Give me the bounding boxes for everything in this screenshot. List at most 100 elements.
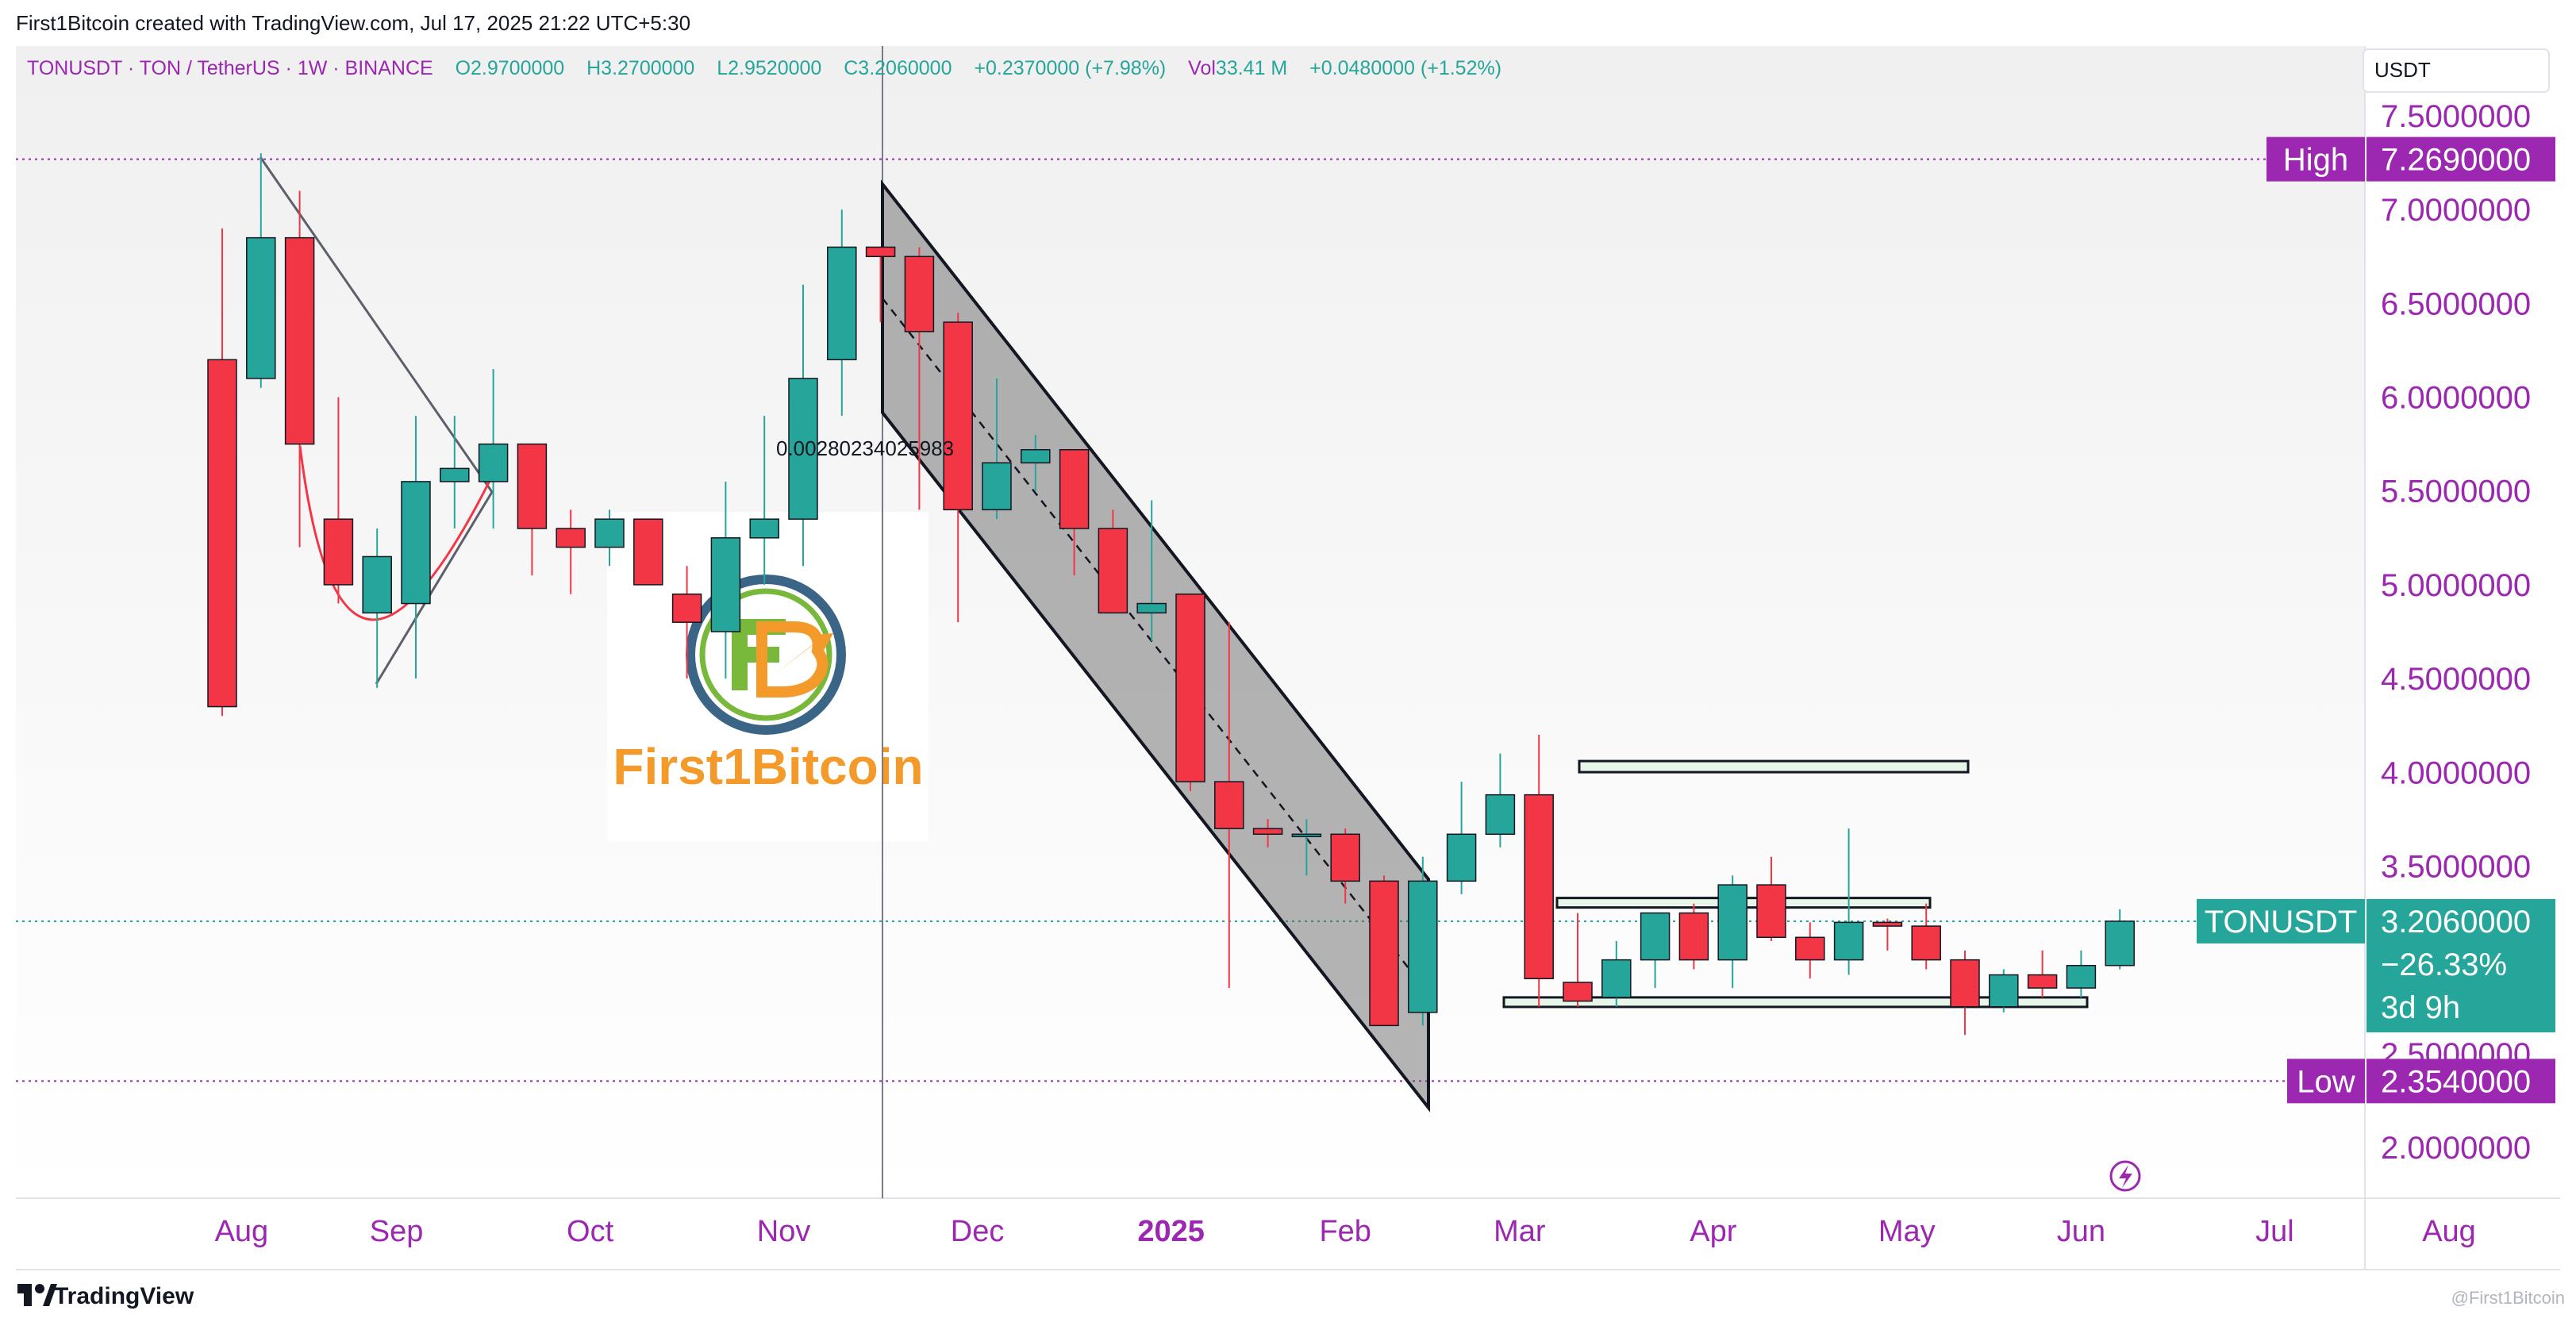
candle-body bbox=[865, 246, 896, 258]
y-tick-label: 7.5000000 bbox=[2381, 99, 2531, 134]
cup-curve-drawing[interactable] bbox=[298, 445, 494, 621]
tradingview-logo-icon[interactable] bbox=[17, 1284, 57, 1306]
candle-body bbox=[440, 467, 470, 482]
candle bbox=[517, 443, 548, 576]
candle-body bbox=[517, 443, 548, 529]
candle-body bbox=[1989, 974, 2019, 1008]
high-marker-label-box bbox=[2266, 136, 2365, 182]
candle-body bbox=[1678, 912, 1709, 961]
candle bbox=[284, 190, 315, 548]
candle-body bbox=[1291, 833, 1322, 838]
high-marker-value-box bbox=[2366, 136, 2555, 182]
candle-body bbox=[1872, 921, 1903, 927]
candle bbox=[1446, 782, 1477, 894]
x-tick-label: Sep bbox=[370, 1215, 424, 1248]
last-price-value-box bbox=[2366, 898, 2555, 1032]
candle bbox=[943, 313, 973, 623]
candle-body bbox=[246, 236, 276, 379]
x-tick-label: 2025 bbox=[1137, 1215, 1205, 1248]
legend-high: H3.2700000 bbox=[586, 57, 695, 79]
currency-selector[interactable]: USDT bbox=[2363, 48, 2550, 93]
candle bbox=[788, 284, 818, 567]
candle bbox=[2027, 950, 2058, 997]
x-tick-label: Aug bbox=[215, 1215, 269, 1248]
candle-body bbox=[2027, 974, 2058, 989]
resistance-box[interactable] bbox=[1578, 759, 1970, 774]
lightning-icon[interactable] bbox=[2109, 1160, 2141, 1192]
x-tick-label: Feb bbox=[1319, 1215, 1371, 1248]
candle bbox=[362, 528, 392, 688]
high-marker-label: High bbox=[2283, 143, 2348, 178]
annotation-text: 0.00280234025983 bbox=[776, 436, 954, 460]
candle-body bbox=[594, 518, 625, 548]
x-tick-label: Jul bbox=[2255, 1215, 2294, 1248]
candle-body bbox=[207, 359, 237, 708]
x-tick-label: Oct bbox=[567, 1215, 614, 1248]
candle-body bbox=[1214, 781, 1244, 829]
candle bbox=[2066, 950, 2097, 997]
y-tick-label: 6.0000000 bbox=[2381, 381, 2531, 416]
candle-body bbox=[1756, 884, 1786, 939]
candle bbox=[1330, 828, 1360, 904]
legend-bar: TONUSDT · TON / TetherUS · 1W · BINANCE … bbox=[27, 57, 1501, 80]
candle-body bbox=[710, 537, 741, 632]
y-tick-label: 4.0000000 bbox=[2381, 755, 2531, 790]
candle bbox=[1911, 903, 1941, 970]
legend-symbol[interactable]: TONUSDT · TON / TetherUS · 1W · BINANCE bbox=[27, 57, 433, 79]
watermark-logo-b bbox=[756, 621, 829, 698]
y-tick-label: 7.0000000 bbox=[2381, 193, 2531, 228]
candle-body bbox=[478, 443, 509, 482]
candle bbox=[246, 153, 276, 388]
candle bbox=[671, 566, 702, 679]
candle-body bbox=[788, 378, 818, 520]
currency-label: USDT bbox=[2374, 58, 2431, 82]
legend-vol-value: 33.41 M bbox=[1215, 57, 1288, 79]
candle-body bbox=[2105, 920, 2135, 967]
legend-vol-change: +0.0480000 (+1.52%) bbox=[1309, 57, 1502, 79]
candles bbox=[207, 153, 2135, 1036]
footer-brand: TradingView bbox=[54, 1283, 194, 1309]
candle bbox=[207, 228, 237, 717]
y-tick-label: 4.5000000 bbox=[2381, 662, 2531, 697]
drawings[interactable] bbox=[259, 156, 2089, 1113]
candle bbox=[440, 416, 470, 528]
price-markers: High 7.2690000 Low 2.3540000 TONUSDT 3.206000… bbox=[2197, 136, 2555, 1104]
candle bbox=[827, 209, 857, 417]
candle bbox=[1678, 903, 1709, 970]
candle-body bbox=[1795, 936, 1825, 961]
candle-body bbox=[749, 518, 779, 539]
candle bbox=[1098, 509, 1128, 614]
y-tick-label: 5.5000000 bbox=[2381, 475, 2531, 509]
high-marker-value: 7.2690000 bbox=[2381, 143, 2531, 178]
candle-body bbox=[1911, 925, 1941, 961]
candle-body bbox=[943, 321, 973, 511]
candle bbox=[1136, 500, 1167, 641]
candle bbox=[556, 509, 586, 594]
candle bbox=[594, 509, 625, 567]
candle-body bbox=[401, 481, 431, 605]
triangle-drawing[interactable] bbox=[259, 156, 494, 685]
candle bbox=[710, 481, 741, 679]
last-price-change: −26.33% bbox=[2381, 947, 2507, 982]
candle bbox=[1833, 828, 1864, 975]
low-marker-label-box bbox=[2287, 1059, 2365, 1104]
x-tick-label: Mar bbox=[1494, 1215, 1546, 1248]
candle bbox=[633, 518, 663, 586]
y-tick-label: 3.5000000 bbox=[2381, 849, 2531, 884]
candle bbox=[1175, 593, 1205, 791]
range-bottom-box[interactable] bbox=[1502, 996, 2089, 1009]
candle bbox=[323, 397, 354, 604]
candle-body bbox=[1640, 912, 1671, 961]
x-tick-label: Nov bbox=[757, 1215, 811, 1248]
x-tick-label: Jun bbox=[2057, 1215, 2105, 1248]
x-tick-label: Apr bbox=[1690, 1215, 1736, 1248]
candle bbox=[1485, 753, 1516, 847]
watermark-text: First1Bitcoin bbox=[613, 738, 923, 795]
low-marker-value-box bbox=[2366, 1059, 2555, 1104]
candle bbox=[1950, 950, 1980, 1036]
candle-body bbox=[982, 462, 1012, 511]
descending-channel[interactable] bbox=[881, 179, 1430, 1113]
candle-body bbox=[1485, 794, 1516, 836]
x-axis-ticks: Aug Sep Oct Nov Dec 2025 Feb Mar Apr May Jun Jul Aug bbox=[215, 1215, 2476, 1248]
